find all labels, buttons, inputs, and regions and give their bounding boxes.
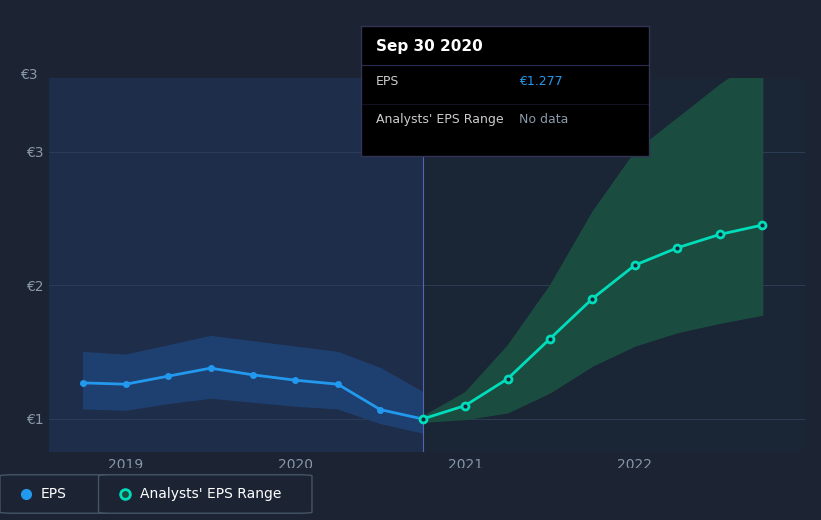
Text: No data: No data	[520, 113, 569, 126]
FancyBboxPatch shape	[0, 475, 115, 513]
Text: €3: €3	[21, 69, 38, 82]
Text: Analysts' EPS Range: Analysts' EPS Range	[376, 113, 503, 126]
Text: EPS: EPS	[376, 75, 399, 88]
Text: EPS: EPS	[41, 487, 67, 501]
FancyBboxPatch shape	[99, 475, 312, 513]
Text: Analysts' EPS Range: Analysts' EPS Range	[140, 487, 281, 501]
Bar	[49, 78, 423, 452]
Text: €1.277: €1.277	[520, 75, 563, 88]
Text: Analysts Forecasts: Analysts Forecasts	[431, 89, 560, 103]
Text: Sep 30 2020: Sep 30 2020	[376, 39, 483, 54]
Text: Actual: Actual	[374, 89, 418, 103]
